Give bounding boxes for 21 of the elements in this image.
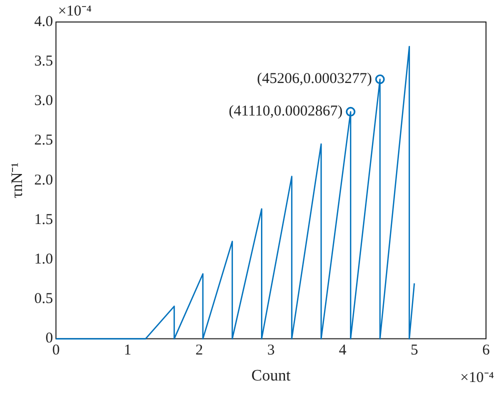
- annotation: (45206,0.0003277): [256, 71, 372, 88]
- x-tick-label: 5: [410, 342, 418, 359]
- y-tick-label: 0.5: [34, 291, 53, 308]
- text: ×10⁻⁴: [460, 370, 494, 386]
- text: ×10⁻⁴: [58, 3, 92, 20]
- y-tick-label: 4.0: [34, 14, 53, 30]
- x-tick-label: 1: [124, 342, 132, 359]
- y-tick-label: 2.5: [34, 132, 53, 149]
- y-tick-label: 3.5: [34, 54, 53, 70]
- x-tick-label: 2: [196, 342, 204, 359]
- y-tick-label: 1.5: [34, 212, 53, 228]
- y-tick-label: 2.0: [34, 172, 53, 188]
- y-tick-label: 3.0: [34, 93, 53, 110]
- y-tick-label: 1.0: [34, 252, 53, 268]
- x-tick-label: 4: [338, 342, 347, 359]
- y-tick-label: 0: [45, 330, 53, 347]
- annotation: (41110,0.0002867): [228, 104, 343, 120]
- y-axis-title: τnN⁻¹: [8, 162, 26, 198]
- x-axis-title: Count: [251, 368, 292, 385]
- x-tick-label: 3: [267, 342, 275, 359]
- x-tick-label: 6: [482, 342, 490, 359]
